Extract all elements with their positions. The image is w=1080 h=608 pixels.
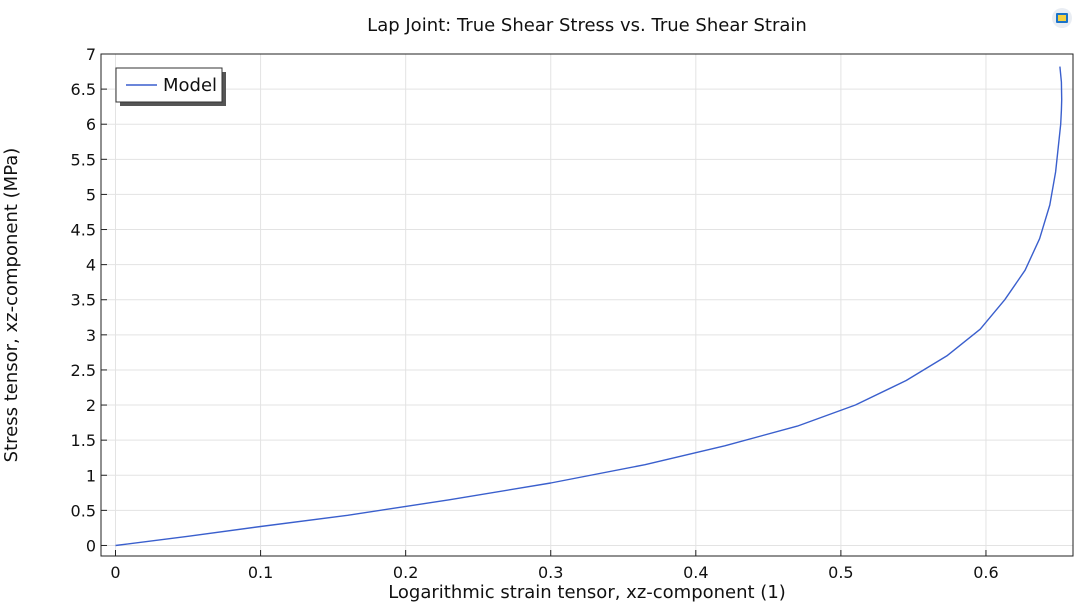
y-tick-label: 4: [86, 256, 96, 275]
y-tick-label: 0.5: [71, 501, 96, 520]
legend-label-model: Model: [163, 75, 217, 96]
axis-ticks: 0 0.1 0.2 0.3 0.4 0.5 0.6 0 0.5 1 1.5 2 2.5 3 3.5 4 4.5 5…: [71, 45, 999, 582]
x-tick-label: 0.3: [538, 563, 563, 582]
graphics-window-icon[interactable]: [1052, 8, 1072, 28]
series-line-model: [115, 66, 1063, 547]
y-tick-label: 5: [86, 185, 96, 204]
plot-area-frame: [100, 53, 1074, 557]
x-axis-label: Logarithmic strain tensor, xz-component …: [388, 582, 786, 603]
y-tick-label: 1.5: [71, 431, 96, 450]
y-tick-label: 2.5: [71, 361, 96, 380]
y-tick-label: 0: [86, 536, 96, 555]
x-tick-label: 0.4: [683, 563, 708, 582]
y-tick-label: 1: [86, 466, 96, 485]
x-tick-label: 0.6: [973, 563, 998, 582]
y-tick-label: 6: [86, 115, 96, 134]
x-tick-label: 0.1: [248, 563, 273, 582]
y-tick-label: 3: [86, 326, 96, 345]
x-tick-label: 0.5: [828, 563, 853, 582]
x-tick-label: 0: [110, 563, 120, 582]
legend: Model: [115, 67, 226, 106]
y-tick-label: 7: [86, 45, 96, 64]
y-tick-label: 3.5: [71, 291, 96, 310]
series-layer: [115, 66, 1063, 547]
y-tick-label: 5.5: [71, 150, 96, 169]
y-tick-label: 4.5: [71, 221, 96, 240]
x-tick-label: 0.2: [393, 563, 418, 582]
graphics-window-icon-pane: [1058, 15, 1066, 21]
y-axis-label: Stress tensor, xz-component (MPa): [1, 148, 22, 463]
chart-title: Lap Joint: True Shear Stress vs. True Sh…: [367, 15, 807, 36]
y-tick-label: 6.5: [71, 80, 96, 99]
y-tick-label: 2: [86, 396, 96, 415]
